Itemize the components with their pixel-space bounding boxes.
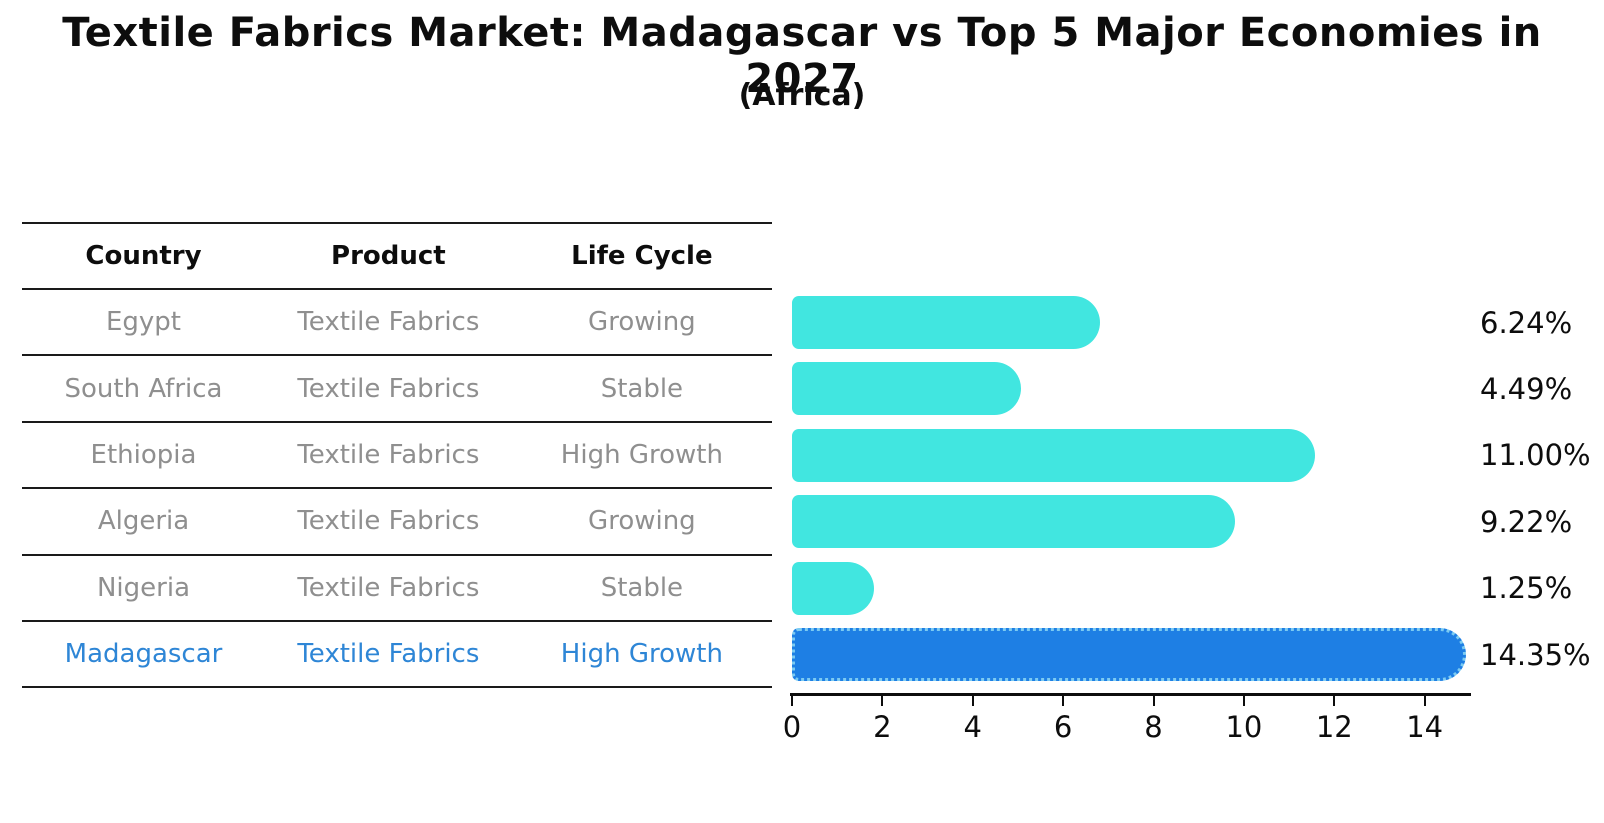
bar-egypt — [792, 296, 1100, 349]
country-cell: Ethiopia — [90, 439, 197, 470]
x-axis-tick — [1062, 695, 1065, 706]
life-cycle-cell: Growing — [588, 307, 696, 338]
x-axis-tick-label: 0 — [782, 710, 802, 744]
value-label: 4.49% — [1480, 371, 1573, 406]
table-row: Ethiopia Textile Fabrics High Growth — [22, 423, 772, 490]
life-cycle-cell: High Growth — [560, 439, 723, 470]
table-header-cell: Country — [85, 241, 202, 271]
table-header-cell: Product — [331, 241, 446, 271]
x-axis-tick-label: 8 — [1144, 710, 1163, 744]
country-cell: Algeria — [97, 506, 190, 537]
bar-ethiopia — [792, 428, 1316, 482]
x-axis-tick — [881, 695, 884, 706]
bar-nigeria — [792, 561, 875, 615]
product-cell: Textile Fabrics — [297, 639, 480, 670]
country-cell: South Africa — [64, 373, 223, 404]
bar-madagascar — [792, 628, 1467, 681]
x-axis-spine — [790, 693, 1471, 696]
value-label: 1.25% — [1480, 571, 1573, 606]
x-axis-tick-label: 10 — [1225, 710, 1263, 744]
x-axis-tick-label: 6 — [1053, 710, 1073, 744]
bar-algeria — [792, 495, 1235, 549]
table-header-row: Country Product Life Cycle — [22, 224, 772, 290]
x-axis-tick — [1423, 695, 1426, 706]
bar-south-africa — [792, 362, 1021, 416]
value-label: 11.00% — [1480, 438, 1591, 473]
value-label: 9.22% — [1480, 504, 1573, 539]
x-axis-tick — [1333, 695, 1336, 706]
product-cell: Textile Fabrics — [297, 572, 480, 603]
x-axis-tick — [971, 695, 974, 706]
x-axis-tick-label: 2 — [873, 710, 892, 744]
product-cell: Textile Fabrics — [297, 506, 480, 537]
life-cycle-cell: Growing — [588, 506, 696, 537]
x-axis-tick — [791, 695, 793, 706]
product-cell: Textile Fabrics — [297, 373, 480, 404]
table-row: South Africa Textile Fabrics Stable — [22, 356, 772, 423]
table-row: Nigeria Textile Fabrics Stable — [22, 556, 772, 622]
x-axis-tick-label: 4 — [963, 710, 982, 744]
chart-subtitle: (Africa) — [738, 78, 866, 113]
x-axis-tick-label: 12 — [1315, 710, 1353, 744]
life-cycle-cell: Stable — [600, 572, 684, 603]
x-axis-tick — [1152, 695, 1155, 706]
life-cycle-cell: High Growth — [560, 639, 723, 670]
x-axis-tick — [1242, 695, 1245, 706]
table-row: Egypt Textile Fabrics Growing — [22, 290, 772, 357]
country-cell: Madagascar — [64, 639, 223, 670]
chart-title: Textile Fabrics Market: Madagascar vs To… — [62, 10, 1542, 102]
table-row: Algeria Textile Fabrics Growing — [22, 489, 772, 556]
bar-plot: 0 2 4 6 8 10 12 14 — [783, 222, 1473, 744]
value-label: 14.35% — [1480, 637, 1591, 672]
x-axis-tick-label: 14 — [1406, 710, 1444, 744]
country-cell: Nigeria — [96, 572, 191, 603]
table-row: Madagascar Textile Fabrics High Growth — [22, 622, 772, 689]
product-cell: Textile Fabrics — [297, 307, 480, 338]
table-header-cell: Life Cycle — [571, 241, 713, 271]
life-cycle-cell: Stable — [600, 373, 684, 404]
country-cell: Egypt — [105, 307, 182, 338]
product-cell: Textile Fabrics — [297, 439, 480, 470]
country-table: Country Product Life Cycle Egypt Textile Fab… — [22, 222, 772, 689]
value-label: 6.24% — [1480, 305, 1573, 340]
